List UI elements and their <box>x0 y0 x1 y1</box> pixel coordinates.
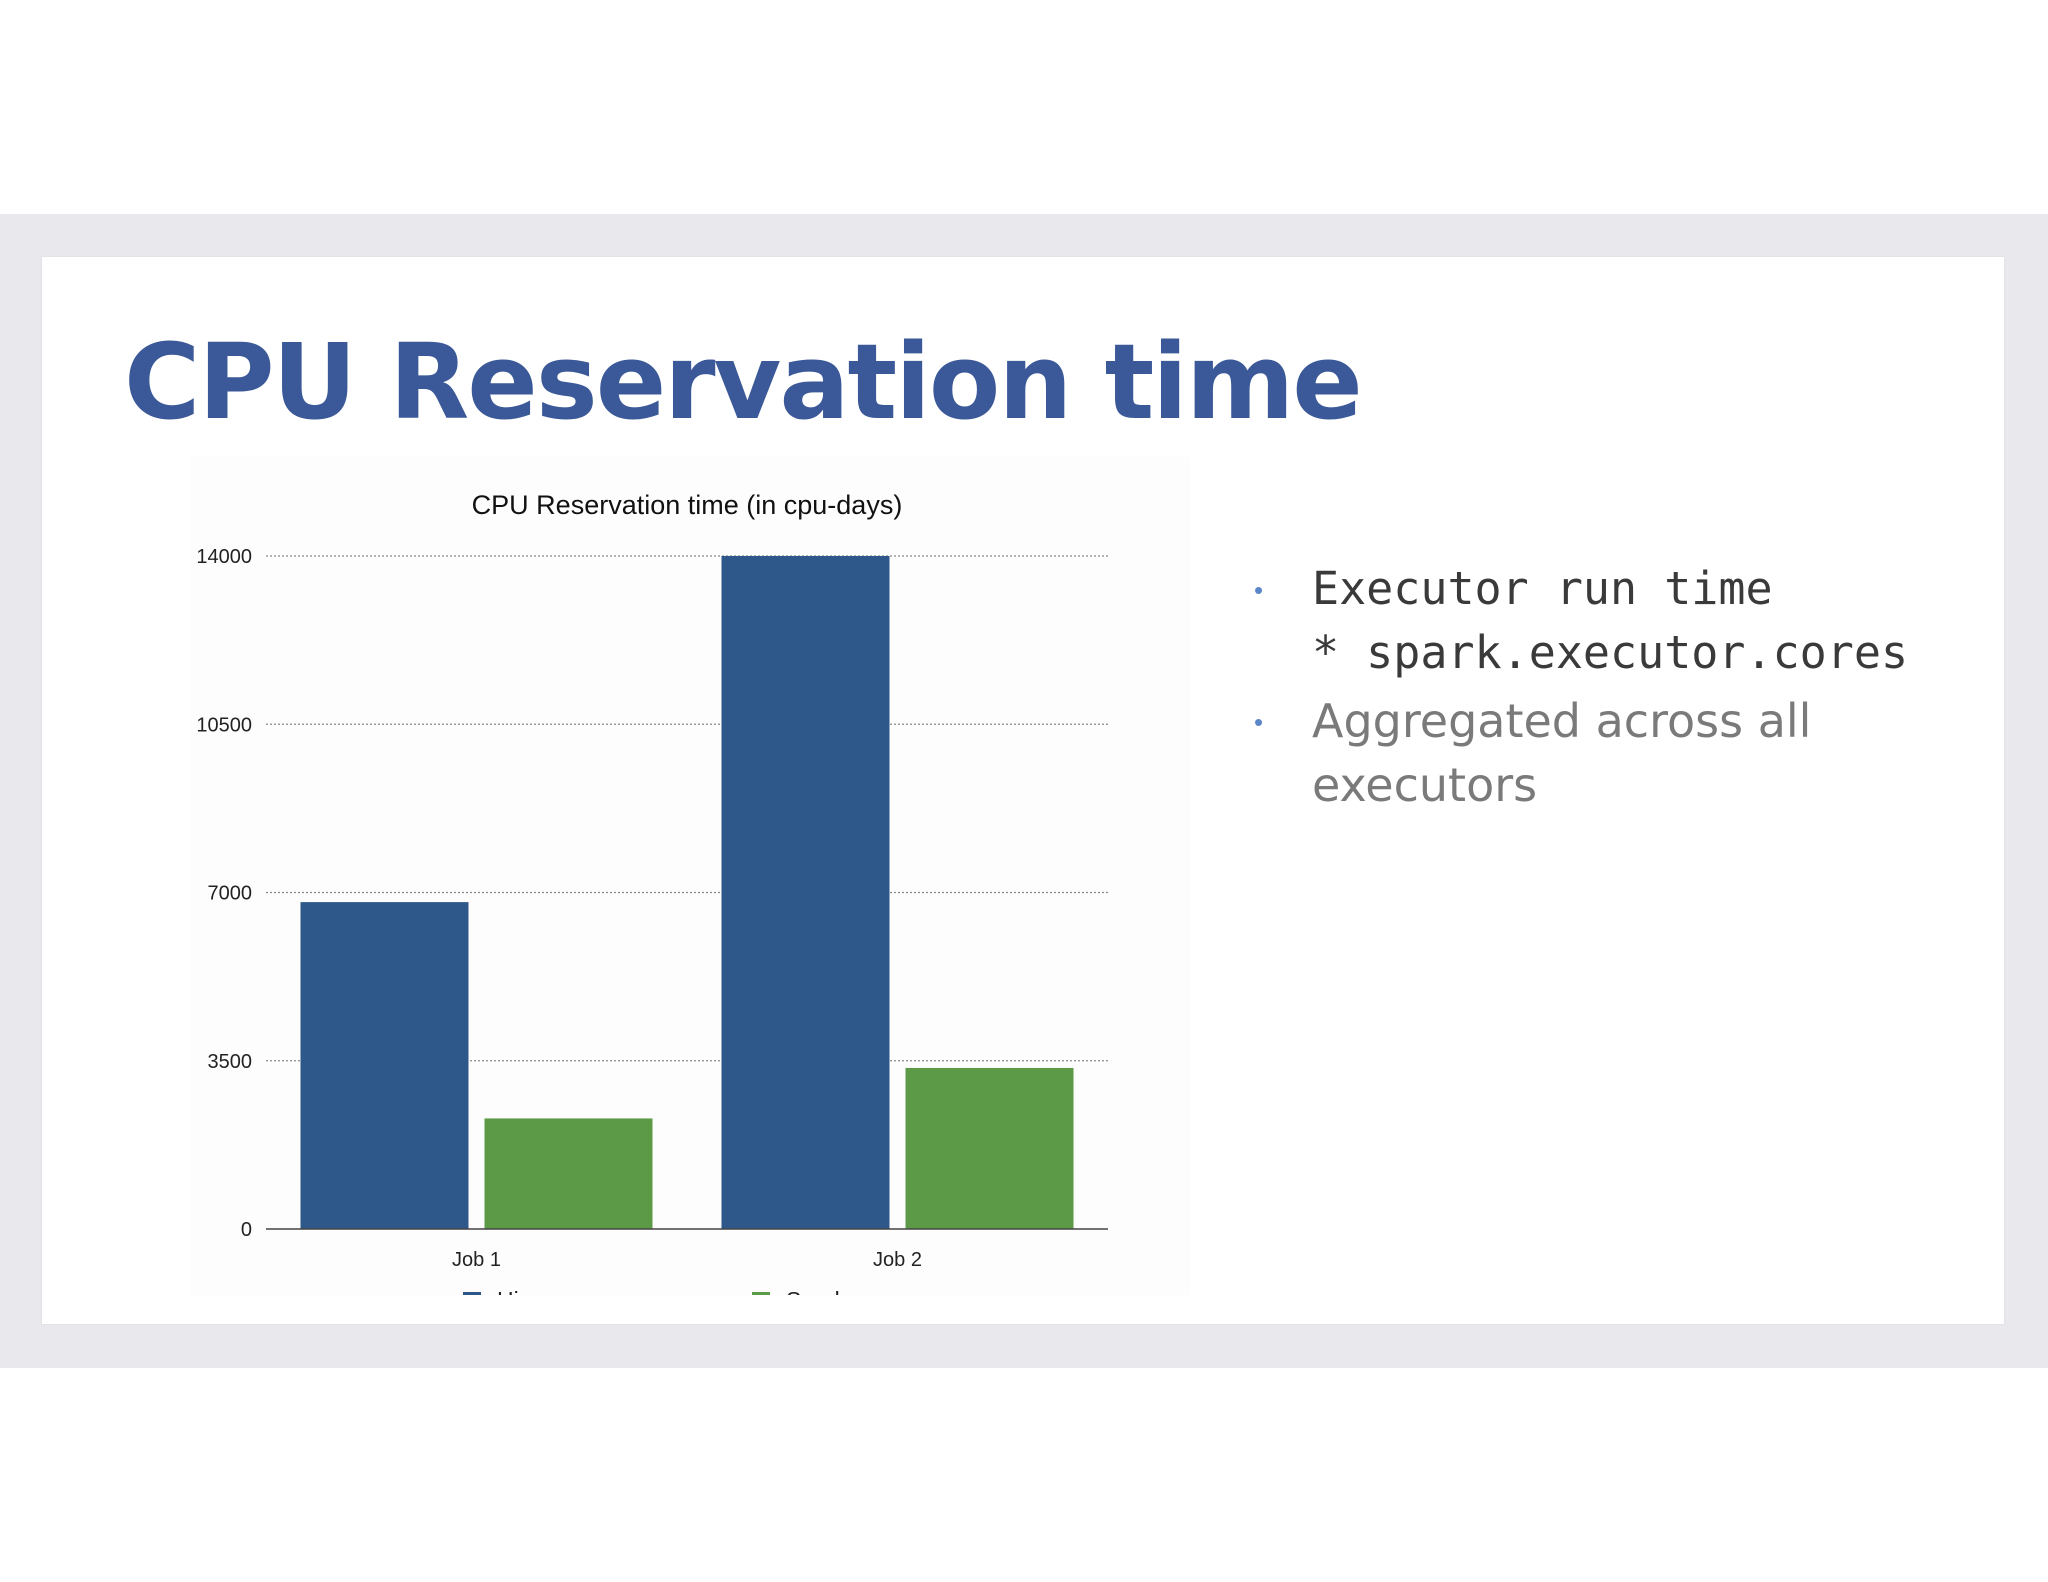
y-tick-label: 3500 <box>208 1051 253 1073</box>
bar-spark-job-2 <box>905 1067 1074 1229</box>
legend-label: Spark <box>786 1287 847 1295</box>
legend-label: Hive <box>497 1287 543 1295</box>
bullet-item: • Executor run time * spark.executor.cores <box>1242 557 1982 685</box>
bar-spark-job-1 <box>484 1118 653 1229</box>
bar-hive-job-2 <box>721 556 890 1229</box>
bullet-item: • Aggregated across all executors <box>1242 689 1982 817</box>
slide: CPU Reservation time CPU Reservation tim… <box>42 257 2004 1324</box>
bullet-dot-icon: • <box>1254 575 1264 605</box>
x-tick-label: Job 2 <box>873 1249 922 1271</box>
bar-hive-job-1 <box>300 902 469 1229</box>
bullet-text-line: Executor run time <box>1312 562 1773 615</box>
bar-chart: CPU Reservation time (in cpu-days) 0 3500 7… <box>196 490 1108 1295</box>
y-tick-label: 10500 <box>196 714 252 736</box>
chart-title: CPU Reservation time (in cpu-days) <box>472 490 903 520</box>
x-tick-label: Job 1 <box>452 1249 501 1271</box>
bullet-list: • Executor run time * spark.executor.cores… <box>1242 557 1982 821</box>
y-tick-label: 14000 <box>196 546 252 568</box>
bullet-text-line: executors <box>1312 758 1538 812</box>
legend-swatch-spark <box>752 1292 770 1295</box>
bullet-text-line: * spark.executor.cores <box>1312 626 1909 679</box>
bullet-text-line: Aggregated across all <box>1312 694 1812 748</box>
bullet-dot-icon: • <box>1254 707 1264 737</box>
y-tick-label: 7000 <box>208 883 253 905</box>
legend-swatch-hive <box>463 1292 481 1295</box>
slide-title: CPU Reservation time <box>124 321 1363 443</box>
y-tick-label: 0 <box>241 1219 252 1241</box>
chart-container: CPU Reservation time (in cpu-days) 0 3500 7… <box>190 457 1190 1295</box>
